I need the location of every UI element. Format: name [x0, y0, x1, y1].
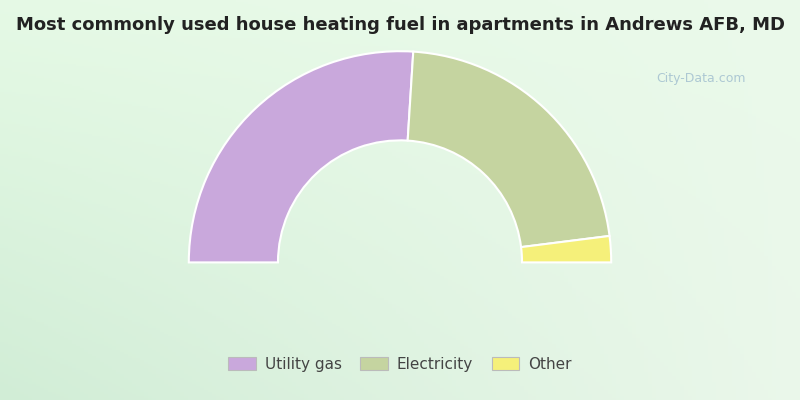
Text: City-Data.com: City-Data.com — [656, 72, 746, 85]
Legend: Utility gas, Electricity, Other: Utility gas, Electricity, Other — [222, 351, 578, 378]
Wedge shape — [521, 236, 611, 262]
Text: Most commonly used house heating fuel in apartments in Andrews AFB, MD: Most commonly used house heating fuel in… — [15, 16, 785, 34]
Wedge shape — [408, 52, 610, 247]
Wedge shape — [189, 51, 414, 262]
